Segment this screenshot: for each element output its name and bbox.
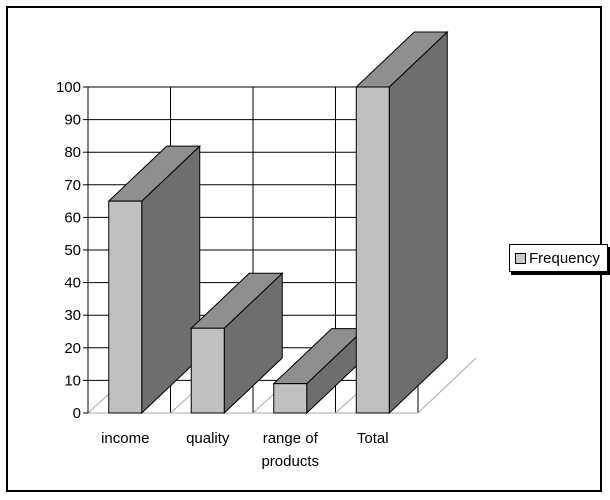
x-tick-label-3: Total <box>357 430 389 447</box>
floor-line-2 <box>252 392 276 414</box>
y-tick-label-20: 20 <box>64 340 81 357</box>
y-tick-label-30: 30 <box>64 307 81 324</box>
y-tick-label-50: 50 <box>64 242 81 259</box>
y-tick-label-100: 100 <box>56 79 81 96</box>
y-tick-label-90: 90 <box>64 112 81 129</box>
legend-label-frequency: Frequency <box>529 249 600 267</box>
floor-line-0 <box>87 392 111 414</box>
y-tick-label-60: 60 <box>64 209 81 226</box>
x-tick-label-2: range of products <box>261 430 319 470</box>
floor-line-1 <box>170 392 193 414</box>
legend-swatch-frequency <box>515 252 526 264</box>
bar-3-side <box>388 30 448 415</box>
y-tick-label-70: 70 <box>64 177 81 194</box>
x-tick-label-0: income <box>101 430 149 447</box>
y-tick-label-10: 10 <box>64 372 81 389</box>
y-tick-label-80: 80 <box>64 144 81 161</box>
bar-2 <box>273 383 308 414</box>
chart-legend: Frequency <box>509 244 608 272</box>
bar-0 <box>108 200 143 414</box>
bar-1 <box>190 327 225 414</box>
y-tick-label-0: 0 <box>73 405 81 422</box>
floor-line-3 <box>335 392 358 414</box>
x-tick-label-1: quality <box>186 430 230 447</box>
bar-3 <box>355 86 390 414</box>
y-tick-label-40: 40 <box>64 275 81 292</box>
